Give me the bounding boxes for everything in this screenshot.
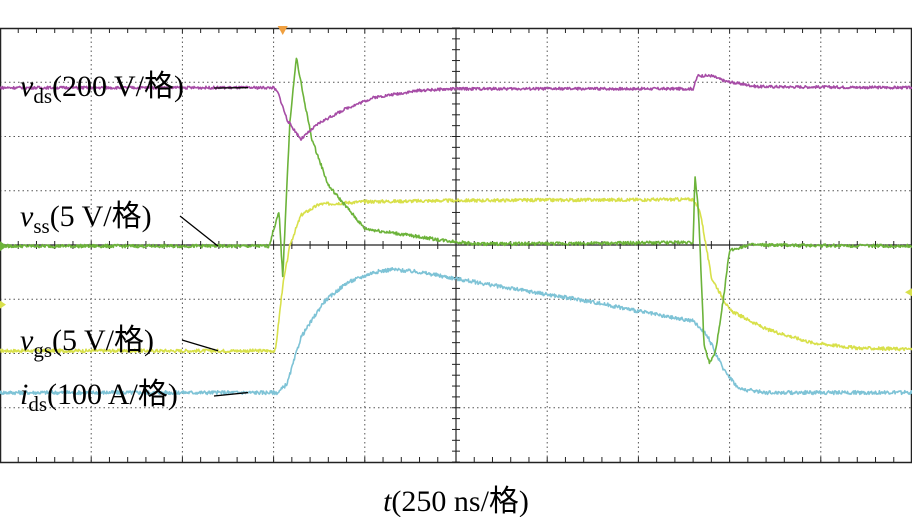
vds-label-scale: (200 V/格) <box>52 70 184 103</box>
traces <box>0 57 912 396</box>
vgs-label-sub: gs <box>33 338 52 362</box>
vgs-label: vgs(5 V/格) <box>20 324 154 362</box>
markers <box>0 26 912 309</box>
ids-leader-line <box>213 391 249 397</box>
vgs-offset-marker-icon <box>905 288 912 297</box>
trigger-marker-icon <box>277 26 288 35</box>
vss-label: vss(5 V/格) <box>20 200 152 238</box>
vss-trace <box>0 57 912 365</box>
vgs-label-scale: (5 V/格) <box>52 324 154 357</box>
ids-label-var: i <box>20 378 28 411</box>
vgs-leader-line <box>181 339 219 352</box>
vss-ground-marker-icon <box>0 241 7 252</box>
vss-label-scale: (5 V/格) <box>50 200 152 233</box>
vgs-ground-marker-icon <box>0 300 6 309</box>
ids-label-sub: ds <box>28 392 47 416</box>
x-axis-unit: (250 ns/格) <box>391 485 529 517</box>
vds-label: vds(200 V/格) <box>20 70 184 108</box>
vds-label-sub: ds <box>33 84 52 108</box>
vgs-label-var: v <box>20 324 34 357</box>
x-axis-var: t <box>383 485 392 517</box>
ids-label: ids(100 A/格) <box>20 378 178 416</box>
vss-leader-line <box>179 215 219 247</box>
vds-label-var: v <box>20 70 34 103</box>
vds-trace <box>0 73 912 141</box>
x-axis-label: t(250 ns/格) <box>0 476 912 517</box>
ids-label-scale: (100 A/格) <box>47 378 178 411</box>
vss-label-var: v <box>20 200 34 233</box>
ids-trace <box>0 267 912 396</box>
vss-label-sub: ss <box>33 214 49 238</box>
vgs-trace <box>0 197 912 354</box>
series-labels: vds(200 V/格)vss(5 V/格)vgs(5 V/格)ids(100 … <box>20 70 249 416</box>
